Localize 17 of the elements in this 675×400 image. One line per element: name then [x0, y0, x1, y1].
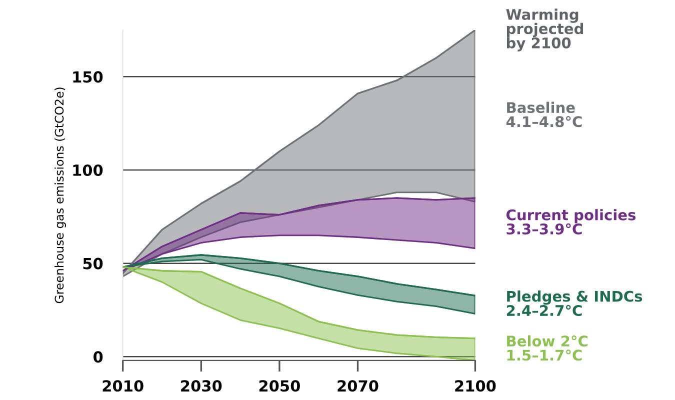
y-tick-label: 50: [83, 258, 103, 270]
y-tick-label: 150: [73, 71, 103, 83]
x-tick-label: 2030: [181, 380, 222, 392]
x-tick-label: 2100: [455, 380, 496, 392]
text: Below 2°C 1.5–1.7°C: [507, 335, 588, 361]
line-series: [122, 254, 476, 296]
y-tick-label: 100: [73, 164, 103, 176]
y-tick-label: 0: [94, 351, 103, 363]
x-tick-label: 2070: [338, 380, 378, 392]
annotation: Warming projected by 2100: [506, 8, 584, 52]
text: Current policies 3.3–3.9°C: [506, 209, 636, 234]
text: Baseline 4.1–4.8°C: [506, 102, 582, 128]
x-tick-label: 2050: [259, 380, 300, 392]
line-series: [122, 266, 476, 340]
y-axis-title: Greenhouse gas emissions (GtCO2e): [54, 88, 66, 304]
x-tick-label: 2010: [102, 380, 144, 392]
text: Pledges & INDCs 2.4–2.7°C: [506, 290, 642, 316]
